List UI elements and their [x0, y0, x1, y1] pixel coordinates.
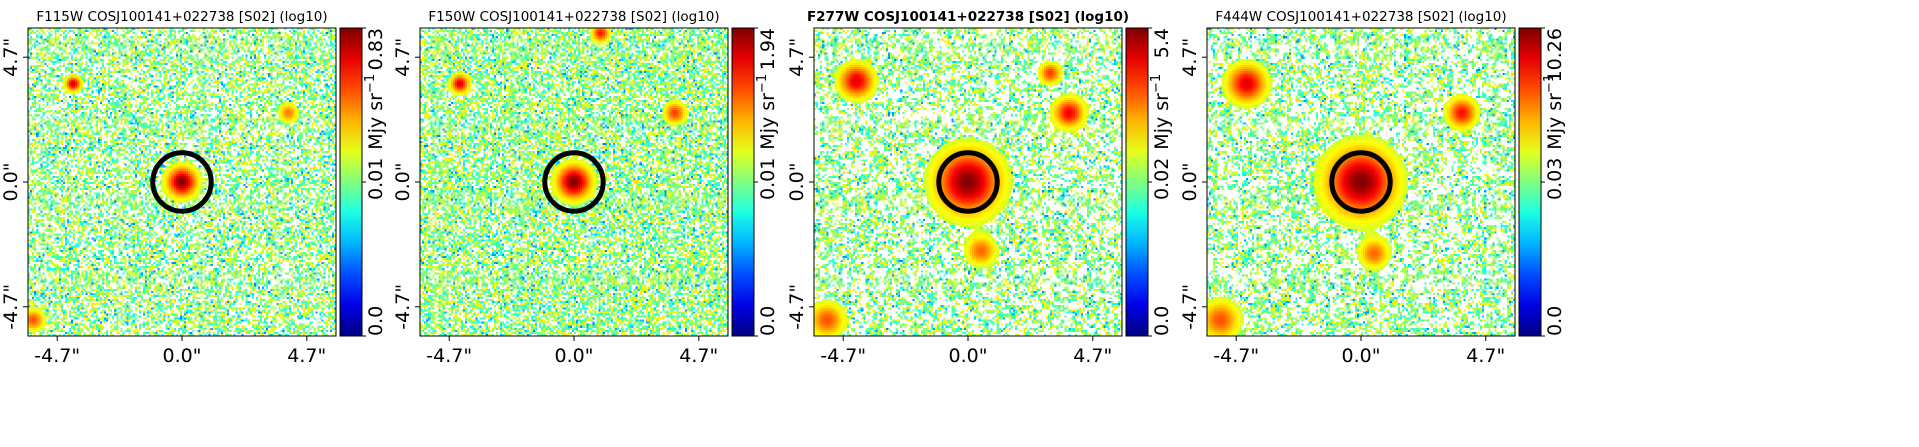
panel-title: F115W COSJ100141+022738 [S02] (log10): [36, 9, 327, 25]
colorbar-unit-exponent: −1: [755, 74, 770, 93]
heatmap-image: [420, 28, 728, 336]
y-tick-label: 0.0": [786, 163, 808, 202]
x-tick-label: -4.7": [1213, 345, 1259, 367]
aperture-circle: [542, 150, 606, 214]
panel-3: F277W COSJ100141+022738 [S02] (log10) -4.…: [786, 9, 1173, 367]
colorbar: [1518, 27, 1542, 337]
colorbar-tick-label: 0.02Mjy sr−1: [1149, 74, 1173, 200]
y-tick-label: -4.7": [0, 284, 22, 330]
x-tick-label: -4.7": [426, 345, 472, 367]
y-tick-label: 0.0": [392, 163, 414, 202]
aperture-circle: [936, 150, 1000, 214]
colorbar-tick-label: 1.94: [757, 28, 779, 70]
colorbar-tick-label: 0.0: [757, 306, 779, 336]
colorbar-tick-label: 0.03Mjy sr−1: [1542, 74, 1566, 200]
panel-title: F150W COSJ100141+022738 [S02] (log10): [428, 9, 719, 25]
y-tick-label: 4.7": [0, 38, 22, 77]
y-tick-label: 0.0": [1179, 163, 1201, 202]
panel-title: F444W COSJ100141+022738 [S02] (log10): [1215, 9, 1506, 25]
x-tick-label: 4.7": [679, 345, 718, 367]
colorbar-tick-label: 10.26: [1544, 28, 1566, 82]
colorbar-unit-label: Mjy sr: [1151, 93, 1173, 150]
y-tick-label: 0.0": [0, 163, 22, 202]
x-tick-label: 4.7": [1073, 345, 1112, 367]
colorbar-unit-label: Mjy sr: [365, 93, 387, 150]
panel-4: F444W COSJ100141+022738 [S02] (log10) -4.…: [1179, 9, 1566, 367]
aperture-circle: [1329, 150, 1393, 214]
colorbar-unit-label: Mjy sr: [1544, 93, 1566, 150]
colorbar: [339, 27, 363, 337]
colorbar-unit-exponent: −1: [1149, 74, 1164, 93]
panel-1: F115W COSJ100141+022738 [S02] (log10) -4.…: [0, 9, 387, 367]
colorbar-tick-label: 0.83: [365, 28, 387, 70]
aperture-circle: [150, 150, 214, 214]
y-tick-label: 4.7": [1179, 38, 1201, 77]
y-tick-label: 4.7": [786, 38, 808, 77]
x-tick-label: 0.0": [1342, 345, 1381, 367]
colorbar-tick-label: 0.01Mjy sr−1: [755, 74, 779, 200]
y-tick-label: -4.7": [392, 284, 414, 330]
colorbar-tick-label: 5.4: [1151, 28, 1173, 58]
heatmap-image: [28, 28, 336, 336]
x-tick-label: 4.7": [1466, 345, 1505, 367]
colorbar-tick-label: 0.0: [1544, 306, 1566, 336]
panel-2: F150W COSJ100141+022738 [S02] (log10) -4.…: [392, 9, 779, 367]
heatmap-image: [1207, 28, 1515, 336]
x-tick-label: 0.0": [949, 345, 988, 367]
heatmap-image: [814, 28, 1122, 336]
x-tick-label: 0.0": [163, 345, 202, 367]
colorbar-tick-label: 0.01Mjy sr−1: [363, 74, 387, 200]
colorbar-tick-label: 0.0: [365, 306, 387, 336]
x-tick-label: -4.7": [820, 345, 866, 367]
colorbar-tick-label: 0.0: [1151, 306, 1173, 336]
colorbar-unit-exponent: −1: [363, 74, 378, 93]
colorbar: [731, 27, 755, 337]
colorbar: [1125, 27, 1149, 337]
panel-title: F277W COSJ100141+022738 [S02] (log10): [807, 9, 1129, 25]
x-tick-label: -4.7": [34, 345, 80, 367]
y-tick-label: -4.7": [1179, 284, 1201, 330]
x-tick-label: 0.0": [555, 345, 594, 367]
colorbar-unit-exponent: −1: [1542, 74, 1557, 93]
x-tick-label: 4.7": [287, 345, 326, 367]
y-tick-label: 4.7": [392, 38, 414, 77]
colorbar-unit-label: Mjy sr: [757, 93, 779, 150]
y-tick-label: -4.7": [786, 284, 808, 330]
